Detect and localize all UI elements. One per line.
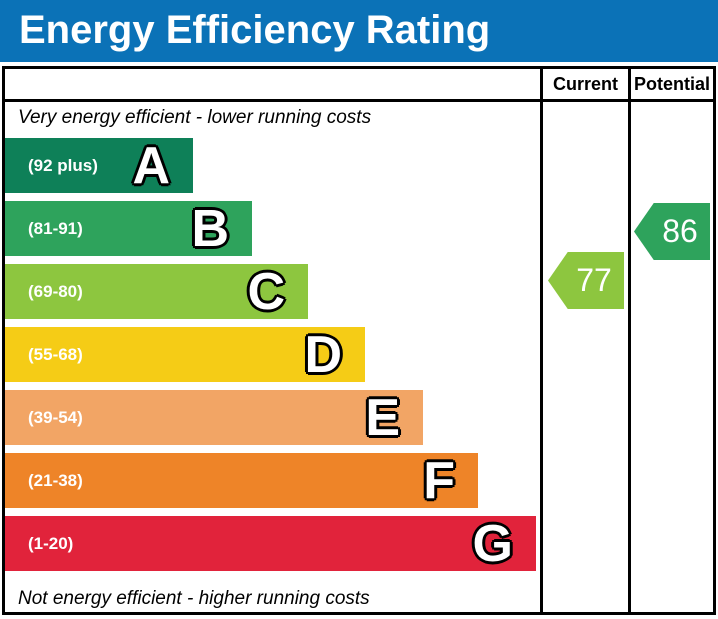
band-range-label: (39-54) xyxy=(28,407,83,427)
band-range-label: (92 plus) xyxy=(28,155,98,175)
band-letter: F xyxy=(423,451,455,510)
band-range-label: (1-20) xyxy=(28,533,74,553)
band-letter: D xyxy=(304,325,342,384)
band-letter: E xyxy=(365,388,400,447)
band-row-f: (21-38) F xyxy=(5,453,478,508)
column-divider-current xyxy=(540,69,543,612)
band-letter: A xyxy=(132,136,170,195)
page-title: Energy Efficiency Rating xyxy=(19,8,491,52)
column-header-current: Current xyxy=(552,73,618,94)
rating-table: Current Potential Very energy efficient … xyxy=(2,66,716,615)
header-divider xyxy=(5,99,713,102)
bottom-note: Not energy efficient - higher running co… xyxy=(18,588,370,609)
potential-rating-arrow: 86 xyxy=(634,203,710,260)
current-rating-arrow: 77 xyxy=(548,252,624,309)
column-header-potential: Potential xyxy=(633,73,710,94)
band-row-a: (92 plus) A xyxy=(5,138,193,193)
band-range-label: (81-91) xyxy=(28,218,83,238)
band-row-g: (1-20) G xyxy=(5,516,536,571)
band-row-b: (81-91) B xyxy=(5,201,252,256)
title-bar: Energy Efficiency Rating xyxy=(0,0,718,62)
band-range-label: (69-80) xyxy=(28,281,83,301)
band-range-label: (55-68) xyxy=(28,344,83,364)
column-divider-potential xyxy=(628,69,631,612)
band-row-e: (39-54) E xyxy=(5,390,423,445)
top-note: Very energy efficient - lower running co… xyxy=(18,107,372,128)
band-range-label: (21-38) xyxy=(28,470,83,490)
band-letter: B xyxy=(191,199,229,258)
band-letter: G xyxy=(472,514,513,573)
potential-rating-value: 86 xyxy=(662,213,698,249)
current-rating-value: 77 xyxy=(576,262,612,298)
band-row-c: (69-80) C xyxy=(5,264,308,319)
band-letter: C xyxy=(247,262,285,321)
band-row-d: (55-68) D xyxy=(5,327,365,382)
